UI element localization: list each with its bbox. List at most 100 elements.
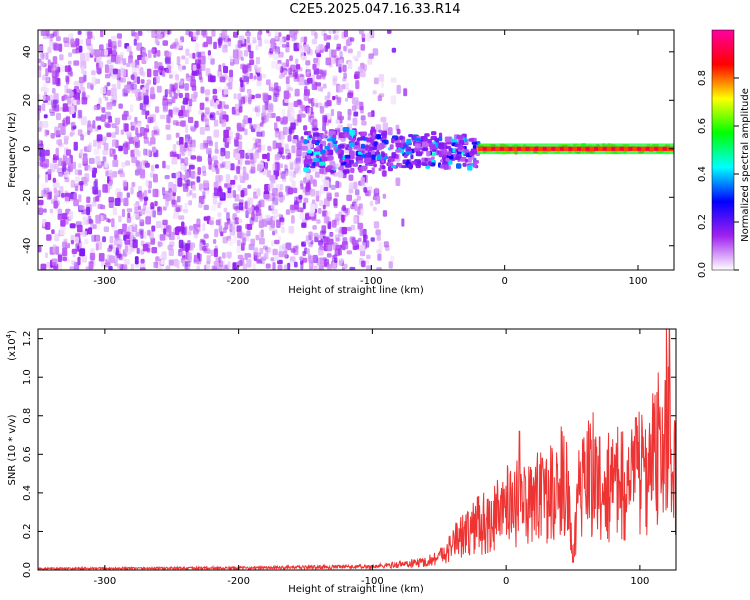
spectrogram-cell	[293, 167, 298, 175]
carrier-peak	[636, 146, 641, 151]
spectrogram-cell	[96, 158, 102, 166]
spectrogram-cell	[91, 234, 96, 242]
spectrogram-cell	[303, 44, 310, 52]
spectrogram-cell	[376, 149, 380, 155]
spectrogram-cell	[104, 96, 109, 101]
spectrogram-cell	[350, 138, 356, 142]
spectrogram-cell	[168, 231, 175, 241]
spectrogram-cell	[339, 51, 343, 59]
spectrogram-cell	[166, 265, 171, 270]
spectrogram-cell	[78, 181, 84, 186]
spectrogram-cell	[233, 58, 239, 65]
spectrogram-cell	[236, 246, 241, 253]
spectrogram-cell	[47, 59, 51, 67]
spectrogram-cell	[470, 148, 477, 155]
spectrogram-cell	[115, 258, 119, 263]
spectrogram-cell	[151, 164, 155, 172]
spectrogram-cell	[190, 170, 196, 179]
spectrogram-cell	[73, 141, 78, 151]
spectrogram-cell	[312, 179, 317, 187]
spectrogram-cell	[258, 231, 263, 240]
spectrogram-cell	[336, 110, 340, 116]
spectrogram-cell	[240, 79, 244, 88]
spectrogram-cell	[320, 87, 324, 93]
spectrogram-cell	[301, 222, 307, 228]
spectrogram-cell	[157, 241, 163, 247]
spectrogram-cell	[337, 248, 342, 256]
spectrogram-cell	[130, 149, 135, 158]
spectrogram-cell	[112, 68, 118, 75]
spectrogram-cell	[178, 80, 184, 86]
spectrogram-cell	[143, 190, 148, 197]
spectrogram-cell	[178, 109, 184, 116]
spectrogram-cell	[297, 42, 302, 49]
spectrogram-cell	[445, 145, 452, 149]
spectrogram-cell	[247, 63, 252, 72]
spectrogram-cell	[211, 205, 217, 211]
spectrogram-cell	[134, 256, 139, 265]
spectrogram-cell	[239, 158, 244, 166]
spectrogram-cell	[271, 240, 275, 247]
spectrogram-cell	[334, 192, 339, 198]
spectrogram-cell	[217, 86, 222, 93]
spectrogram-cell	[283, 70, 288, 75]
spectrogram-cell	[185, 171, 190, 178]
spectrogram-cell	[324, 130, 328, 135]
spectrogram-cell	[464, 158, 469, 163]
spectrogram-cell	[86, 206, 91, 216]
spectrogram-cell	[321, 134, 327, 138]
spectrogram-cell	[294, 261, 298, 268]
spectrogram-cell	[81, 65, 85, 74]
spectrogram-cell	[172, 107, 179, 115]
spectrogram-cell	[201, 165, 206, 173]
spectrogram-cell	[319, 200, 324, 207]
spectrogram-cell	[81, 97, 88, 105]
spectrogram-cell	[296, 147, 302, 157]
spectrogram-cell	[462, 162, 467, 167]
spectrogram-cell	[81, 255, 87, 263]
spectrogram-cell	[162, 187, 165, 196]
spectrogram-cell	[69, 223, 76, 229]
spectrogram-cell	[216, 70, 222, 79]
spectrogram-cell	[376, 249, 382, 254]
spectrogram-cell	[152, 146, 156, 153]
spectrogram-cell	[353, 145, 358, 150]
spectrogram-cell	[38, 105, 42, 111]
spectrogram-cell	[467, 164, 473, 171]
spectrogram-cell	[74, 185, 79, 192]
carrier-peak	[542, 146, 547, 151]
spectrogram-cell	[107, 218, 111, 223]
spectrogram-cell	[148, 141, 152, 146]
spectrogram-cell	[188, 31, 193, 38]
spectrogram-cell	[203, 243, 209, 248]
spectrogram-cell	[333, 34, 339, 40]
spectrogram-cell	[122, 264, 128, 270]
spectrogram-cell	[202, 171, 207, 177]
spectrogram-cell	[43, 114, 48, 119]
spectrogram-cell	[270, 44, 275, 52]
spectrogram-cell	[424, 133, 430, 137]
spectrogram-cell	[102, 149, 109, 155]
spectrogram-cell	[224, 104, 229, 110]
spectrogram-cell	[183, 208, 189, 214]
spectrogram-cell	[164, 266, 170, 270]
spectrogram-cell	[377, 253, 382, 261]
spectrogram-cell	[333, 172, 339, 177]
spectrogram-cell	[51, 262, 57, 268]
spectrogram-cell	[306, 164, 310, 168]
spectrogram-cell	[256, 131, 263, 137]
spectrogram-cell	[188, 200, 192, 206]
spectrogram-cell	[108, 255, 115, 264]
spectrogram-cell	[61, 212, 68, 220]
spectrogram-cell	[372, 132, 376, 137]
spectrogram-cell	[74, 92, 80, 102]
spectrogram-cell	[80, 53, 86, 62]
spectrogram-cell	[154, 61, 158, 69]
spectrogram-cell	[276, 62, 282, 71]
spectrogram-cell	[187, 200, 192, 206]
spectrogram-cell	[407, 163, 413, 169]
spectrogram-cell	[117, 263, 122, 269]
spectrogram-cell	[255, 123, 261, 133]
spectrogram-cell	[227, 261, 231, 269]
